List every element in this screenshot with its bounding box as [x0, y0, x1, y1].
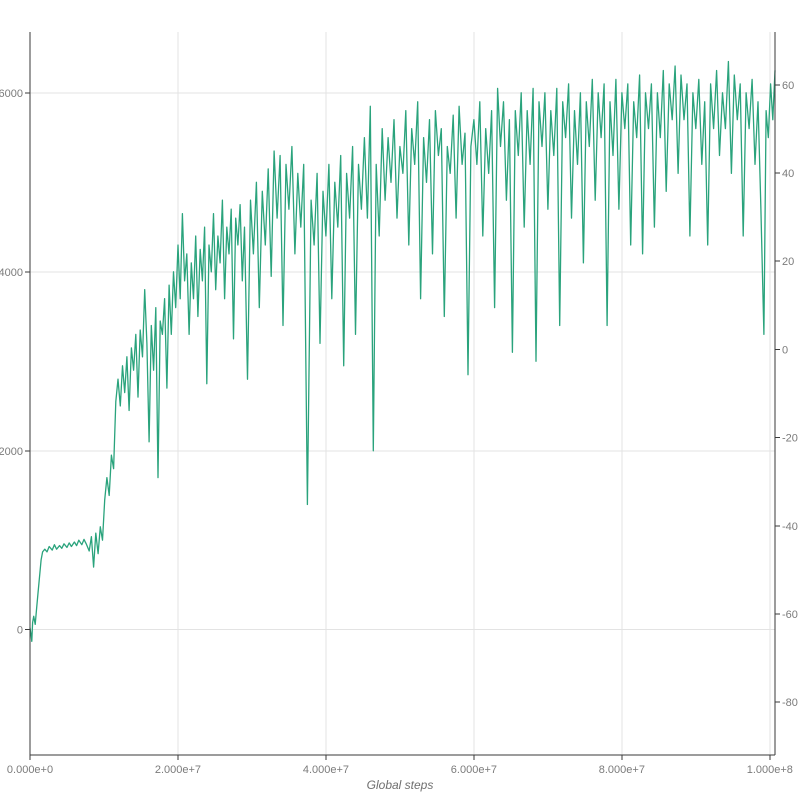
metric-line-series — [29, 60, 776, 643]
right-y-tick-label: -60 — [782, 609, 798, 621]
right-y-tick-label: -80 — [782, 697, 798, 709]
right-y-tick-label: 0 — [782, 344, 788, 356]
right-y-tick-label: -20 — [782, 433, 798, 445]
left-y-tick-label: 6000 — [0, 88, 23, 100]
right-y-tick-label: 20 — [782, 256, 794, 268]
right-y-tick-label: -40 — [782, 521, 798, 533]
grid-lines — [29, 32, 775, 755]
right-y-tick-label: 40 — [782, 168, 794, 180]
x-tick-label: 8.000e+7 — [599, 764, 645, 776]
x-tick-label: 4.000e+7 — [303, 764, 349, 776]
left-y-tick-label: 2000 — [0, 446, 23, 458]
axes: 0.000e+0 2.000e+7 4.000e+7 6.000e+7 8.000e+7… — [0, 32, 798, 776]
x-tick-label: 6.000e+7 — [451, 764, 497, 776]
right-y-tick-label: 60 — [782, 80, 794, 92]
x-tick-label: 0.000e+0 — [7, 764, 53, 776]
series-group — [29, 60, 776, 643]
x-tick-label: 2.000e+7 — [155, 764, 201, 776]
x-tick-label: 1.000e+8 — [747, 764, 793, 776]
left-y-tick-label: 4000 — [0, 267, 23, 279]
left-y-tick-label: 0 — [17, 625, 23, 637]
